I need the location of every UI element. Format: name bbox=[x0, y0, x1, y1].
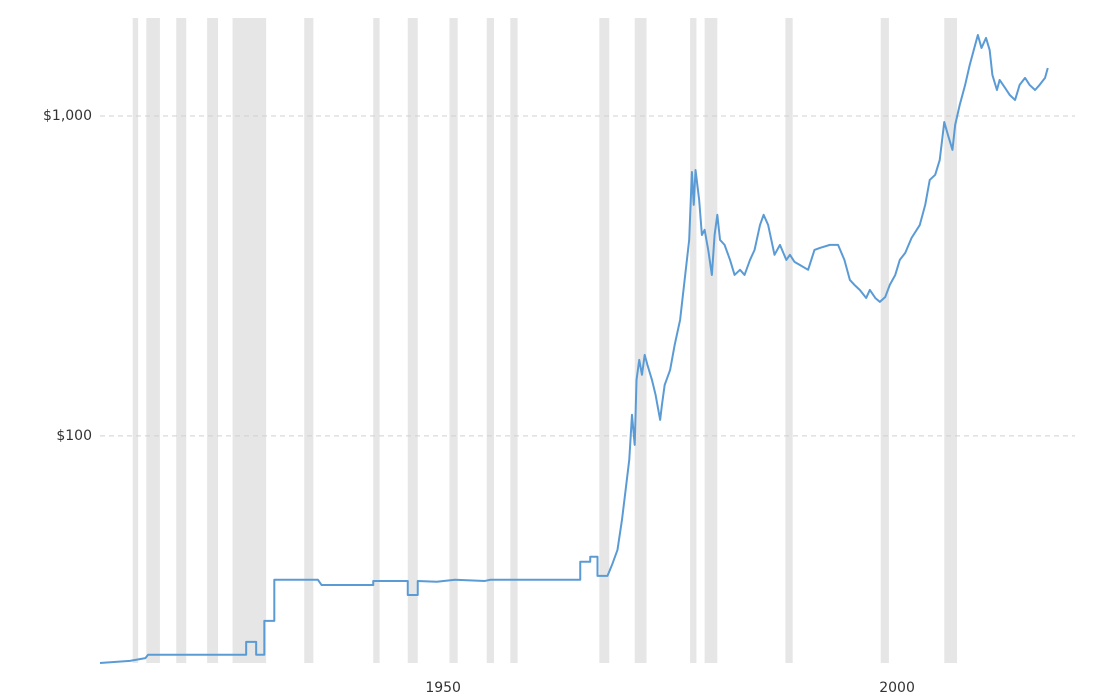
recession-band bbox=[176, 18, 187, 663]
recession-band bbox=[373, 18, 380, 663]
recession-band bbox=[232, 18, 267, 663]
recession-band bbox=[207, 18, 219, 663]
recession-band bbox=[486, 18, 494, 663]
recession-band bbox=[785, 18, 793, 663]
recession-band bbox=[304, 18, 314, 663]
recession-band bbox=[690, 18, 697, 663]
recession-band bbox=[704, 18, 718, 663]
y-tick-label: $1,000 bbox=[43, 108, 92, 124]
recession-band bbox=[146, 18, 160, 663]
price-line bbox=[99, 34, 1049, 664]
x-tick-label: 1950 bbox=[425, 680, 461, 696]
recession-band bbox=[407, 18, 418, 663]
recession-band bbox=[510, 18, 518, 663]
recession-band bbox=[944, 18, 957, 663]
x-tick-label: 2000 bbox=[879, 680, 915, 696]
y-tick-label: $100 bbox=[56, 428, 92, 444]
recession-band bbox=[599, 18, 610, 663]
recession-band bbox=[880, 18, 889, 663]
recession-band bbox=[132, 18, 139, 663]
recession-band bbox=[634, 18, 647, 663]
recession-band bbox=[449, 18, 458, 663]
